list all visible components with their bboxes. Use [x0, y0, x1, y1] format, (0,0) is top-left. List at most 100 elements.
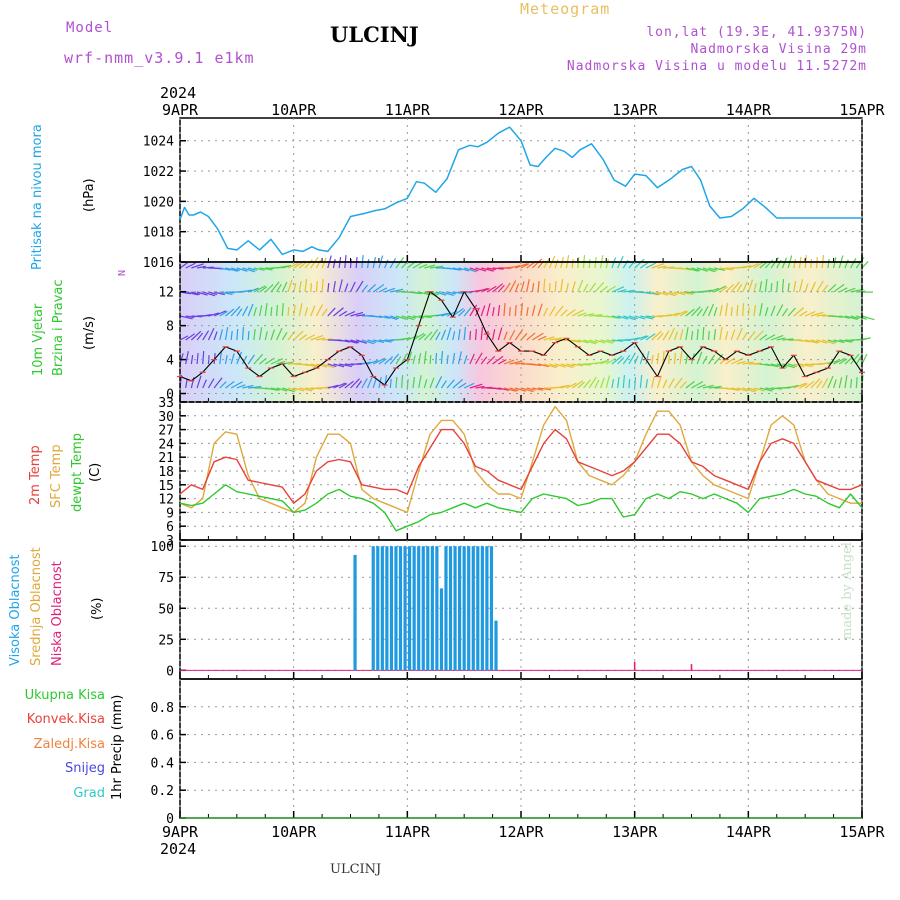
wind-arrow — [691, 381, 704, 389]
wind-arrow — [469, 383, 483, 389]
wind-arrow — [503, 359, 515, 365]
model-label: Model — [66, 20, 114, 36]
wind-arrow — [742, 387, 756, 393]
wind-arrow — [685, 327, 689, 341]
wind-arrow — [798, 279, 804, 293]
wind-arrow — [747, 330, 756, 341]
wind-arrow — [674, 291, 686, 296]
wind-arrow — [389, 258, 397, 269]
wind-arrow — [384, 259, 389, 269]
wind-arrow — [844, 315, 858, 320]
wind-arrow — [827, 283, 837, 293]
wind-arrow — [713, 328, 717, 341]
cloud-high-bar — [489, 546, 494, 671]
wind-arrow — [316, 337, 326, 341]
wind-arrow — [673, 331, 679, 341]
wind-arrow — [486, 267, 496, 271]
wind-arrow — [327, 363, 337, 368]
wind-arrow — [781, 308, 789, 317]
model-name: wrf-nmm_v3.9.1 e1km — [64, 49, 255, 67]
wind-arrow — [708, 267, 718, 271]
wind-arrow — [497, 359, 507, 365]
wind-arrow — [668, 312, 680, 317]
wind-arrow — [401, 374, 404, 389]
wind-arrow — [366, 259, 370, 269]
time-label-bottom: 13APR — [612, 823, 658, 841]
wind-arrow — [600, 285, 608, 293]
wind-arrow — [526, 279, 530, 293]
wind-arrow — [793, 382, 807, 389]
wind-arrow — [810, 378, 821, 389]
wind-arrow — [833, 379, 837, 389]
wind-arrow — [628, 337, 640, 341]
wind-arrow — [276, 304, 279, 317]
y-tick-label: 18 — [158, 465, 174, 480]
wind-arrow — [759, 334, 768, 341]
temp2m-line — [179, 428, 863, 504]
wind-arrow — [446, 291, 457, 295]
time-label-bottom: 9APR — [162, 823, 199, 841]
wind-arrow — [702, 326, 705, 341]
wind-arrow — [679, 329, 684, 341]
wind-arrow — [566, 382, 577, 389]
wind-arrow — [691, 306, 701, 317]
wind-arrow — [549, 337, 563, 341]
wind-arrow — [230, 381, 243, 389]
wind-arrow — [588, 282, 597, 293]
wind-arrow — [582, 283, 589, 293]
wind-arrow — [390, 315, 400, 320]
wind-arrow — [236, 328, 239, 341]
wind-arrow — [196, 291, 208, 296]
wind-arrow — [224, 355, 228, 365]
cloud-high-bar — [389, 546, 394, 671]
wind-arrow — [742, 302, 745, 317]
wind-arrow — [236, 308, 243, 317]
wind-arrow — [310, 334, 324, 341]
wind-arrow — [707, 303, 715, 317]
wind-arrow — [503, 282, 511, 293]
wind-arrow — [594, 379, 600, 389]
wind-arrow — [696, 351, 703, 365]
wind-arrow — [276, 360, 286, 365]
wind-arrow — [401, 315, 415, 321]
wind-arrow — [623, 289, 635, 293]
wind-arrow — [395, 356, 402, 365]
wind-arrow — [759, 261, 768, 269]
wind-arrow — [247, 303, 254, 317]
wind-arrow — [225, 291, 235, 294]
wind-arrow — [185, 379, 188, 389]
wind-arrow — [270, 306, 273, 317]
wind-arrow — [663, 266, 675, 269]
wind-arrow — [213, 377, 223, 389]
cloud-high-bar — [494, 620, 498, 671]
wind-arrow — [344, 283, 349, 293]
wind-arrow — [571, 309, 584, 317]
wind-arrow — [827, 375, 834, 389]
wind-arrow — [458, 267, 470, 272]
wind-arrow — [532, 363, 542, 367]
wind-arrow — [833, 315, 843, 318]
wind-arrow — [656, 352, 660, 365]
wind-arrow — [804, 310, 816, 317]
wind-arrow — [287, 306, 290, 317]
wind-arrow — [640, 335, 649, 341]
wind-arrow — [475, 385, 485, 389]
wind-arrow — [259, 267, 273, 271]
wind-arrow — [469, 267, 479, 272]
wind-arrow — [861, 260, 869, 269]
wind-arrow — [264, 303, 268, 317]
wind-arrow — [821, 378, 829, 389]
wind-arrow — [827, 339, 837, 343]
wind-arrow — [719, 286, 728, 293]
wind-arrow — [503, 387, 517, 392]
wind-arrow — [634, 335, 648, 341]
wind-arrow — [822, 339, 835, 345]
wind-arrow — [861, 353, 868, 365]
wind-arrow — [855, 356, 862, 365]
wind-arrow — [179, 315, 193, 320]
wind-arrow — [514, 328, 524, 341]
precip-legend-graupel: Grad — [73, 786, 105, 801]
wind-arrow — [355, 280, 364, 293]
wind-arrow — [526, 307, 529, 317]
wind-arrow — [810, 311, 824, 317]
